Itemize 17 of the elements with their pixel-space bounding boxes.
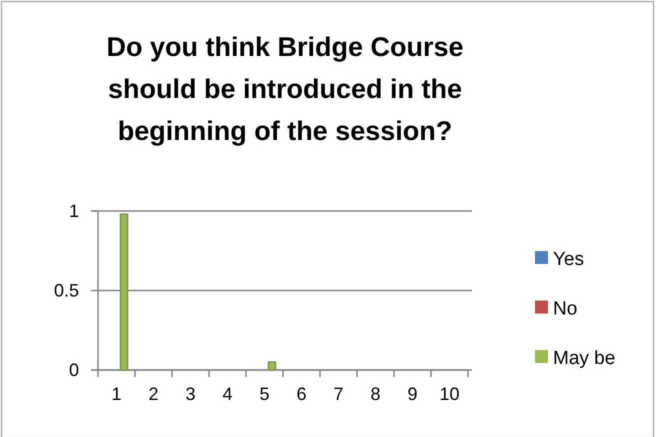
x-tick-label: 5 bbox=[259, 384, 270, 404]
x-tick-label: 7 bbox=[333, 384, 344, 404]
legend-label: May be bbox=[553, 348, 616, 369]
x-tick-label: 2 bbox=[148, 384, 159, 404]
legend-label: Yes bbox=[553, 249, 584, 270]
x-tick-label: 1 bbox=[111, 384, 122, 404]
y-tick-label: 0.5 bbox=[54, 280, 79, 300]
x-tick-label: 9 bbox=[407, 384, 418, 404]
y-tick-label: 1 bbox=[68, 200, 79, 221]
x-tick-label: 10 bbox=[439, 384, 460, 404]
x-tick-label: 4 bbox=[222, 384, 233, 404]
y-tick-label: 0 bbox=[68, 360, 79, 380]
legend-label: No bbox=[553, 298, 578, 320]
x-tick-label: 6 bbox=[296, 384, 307, 404]
x-tick-label: 3 bbox=[185, 384, 196, 404]
x-tick-label: 8 bbox=[370, 384, 381, 404]
chart-title: Do you think Bridge Course should be introduced in the beginning of the session? bbox=[106, 32, 464, 146]
